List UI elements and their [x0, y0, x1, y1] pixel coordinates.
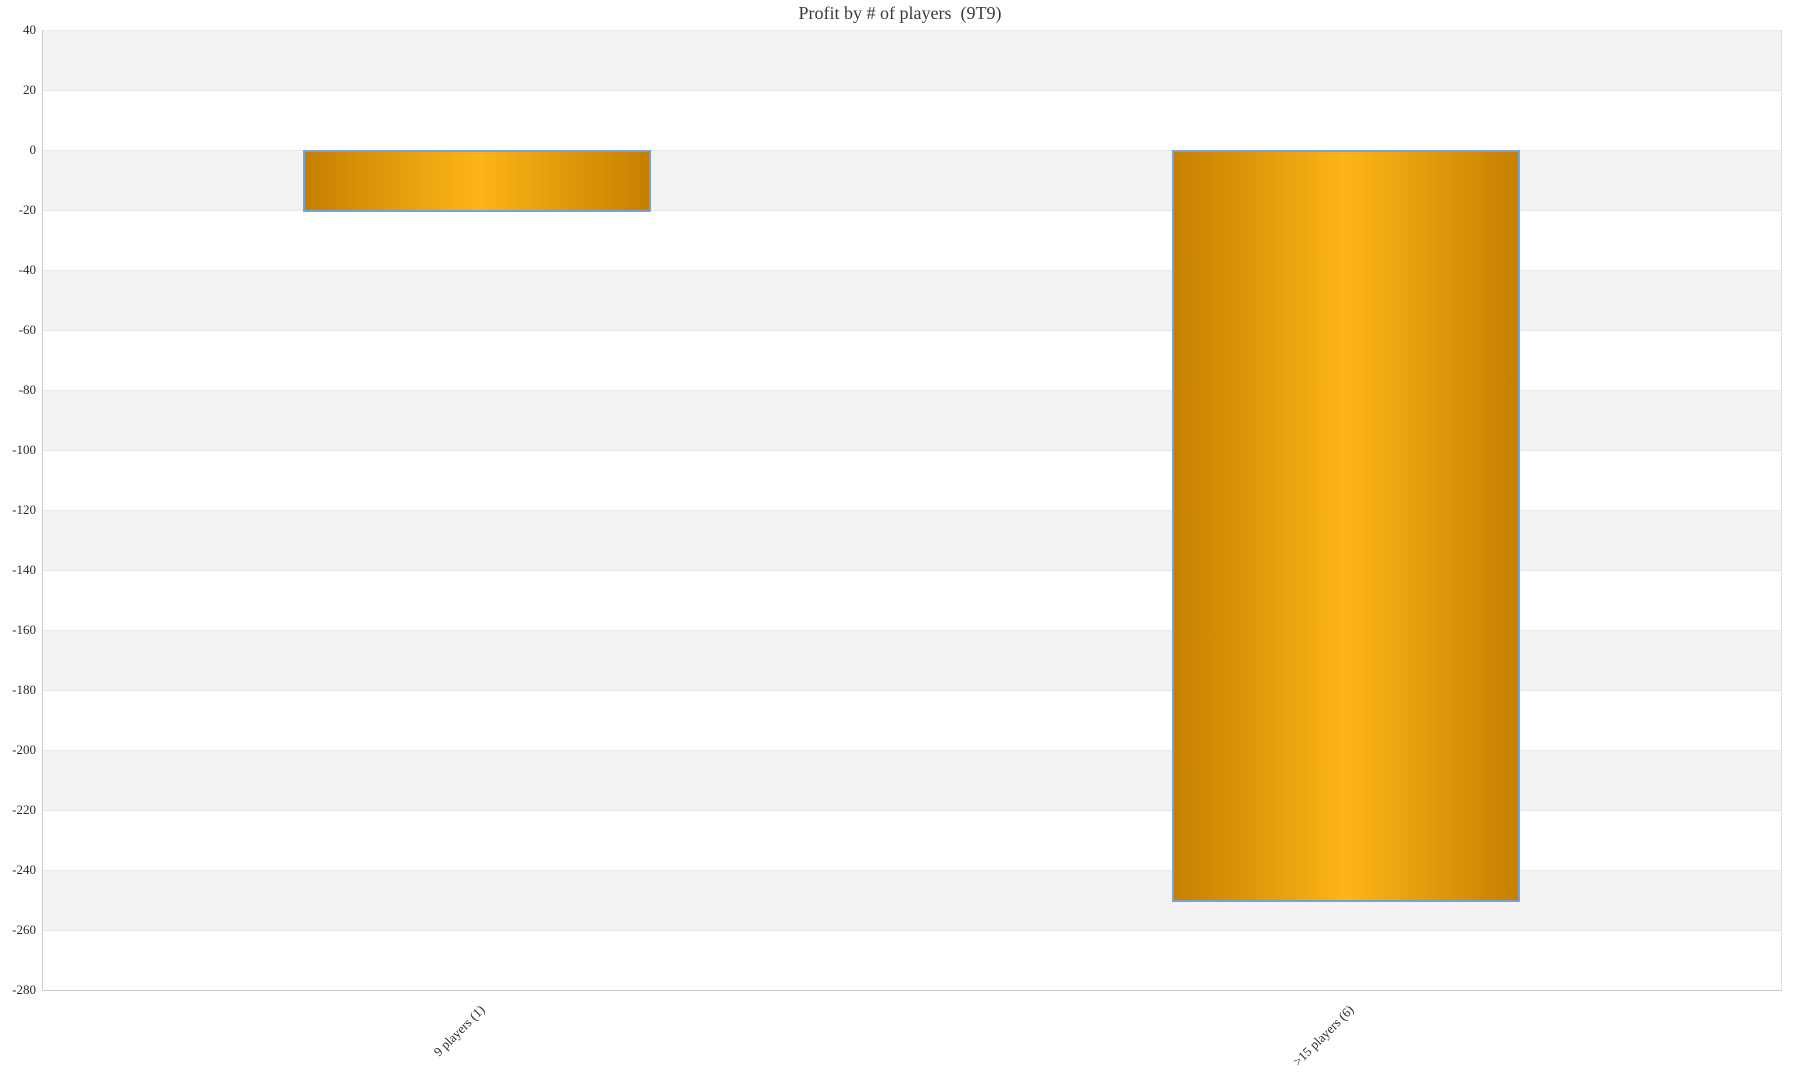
- y-tick-label: 20: [23, 82, 36, 97]
- y-tick-label: -280: [12, 982, 36, 997]
- y-tick-label: -240: [12, 862, 36, 877]
- gridline: [42, 270, 1781, 271]
- bar-9-players-1-: [303, 150, 651, 212]
- plot-band: [42, 330, 1781, 390]
- plot-band: [42, 450, 1781, 510]
- y-axis-line: [42, 30, 43, 991]
- gridline: [42, 510, 1781, 511]
- plot-band: [42, 810, 1781, 870]
- gridline: [42, 330, 1781, 331]
- plot-band: [42, 870, 1781, 930]
- y-tick-label: -160: [12, 622, 36, 637]
- y-tick-label: -260: [12, 922, 36, 937]
- plot-band: [42, 210, 1781, 270]
- y-tick-label: -20: [18, 202, 36, 217]
- gridline: [42, 150, 1781, 151]
- y-tick-label: -120: [12, 502, 36, 517]
- plot-band: [42, 390, 1781, 450]
- y-tick-label: 40: [23, 22, 36, 37]
- y-tick-label: -140: [12, 562, 36, 577]
- bar--15-players-6-: [1172, 150, 1520, 902]
- plot-band: [42, 630, 1781, 690]
- plot-band: [42, 270, 1781, 330]
- y-tick-label: -40: [18, 262, 36, 277]
- plot-band: [42, 930, 1781, 990]
- gridline: [42, 750, 1781, 751]
- plot-band: [42, 510, 1781, 570]
- plot-area: [42, 30, 1781, 991]
- x-tick-label: >15 players (6): [1289, 1002, 1357, 1069]
- gridline: [42, 90, 1781, 91]
- gridline: [42, 390, 1781, 391]
- y-tick-label: -60: [18, 322, 36, 337]
- y-tick-label: -100: [12, 442, 36, 457]
- gridline: [42, 450, 1781, 451]
- gridline: [42, 690, 1781, 691]
- y-tick-label: -180: [12, 682, 36, 697]
- plot-band: [42, 30, 1781, 90]
- plot-band: [42, 570, 1781, 630]
- chart-title: Profit by # of players (9T9): [798, 3, 1002, 23]
- gridline: [42, 930, 1781, 931]
- gridline: [42, 570, 1781, 571]
- gridline: [42, 210, 1781, 211]
- plot-band: [42, 750, 1781, 810]
- gridline: [42, 630, 1781, 631]
- y-tick-label: 0: [29, 142, 37, 157]
- gridline: [42, 870, 1781, 871]
- plot-band: [42, 90, 1781, 150]
- y-tick-label: -80: [18, 382, 36, 397]
- y-tick-label: -200: [12, 742, 36, 757]
- gridline: [42, 30, 1781, 31]
- y-tick-label: -220: [12, 802, 36, 817]
- x-tick-label: 9 players (1): [430, 1002, 488, 1060]
- x-axis-line: [42, 990, 1782, 991]
- gridline: [42, 810, 1781, 811]
- plot-band: [42, 690, 1781, 750]
- plot-right-edge: [1781, 30, 1782, 990]
